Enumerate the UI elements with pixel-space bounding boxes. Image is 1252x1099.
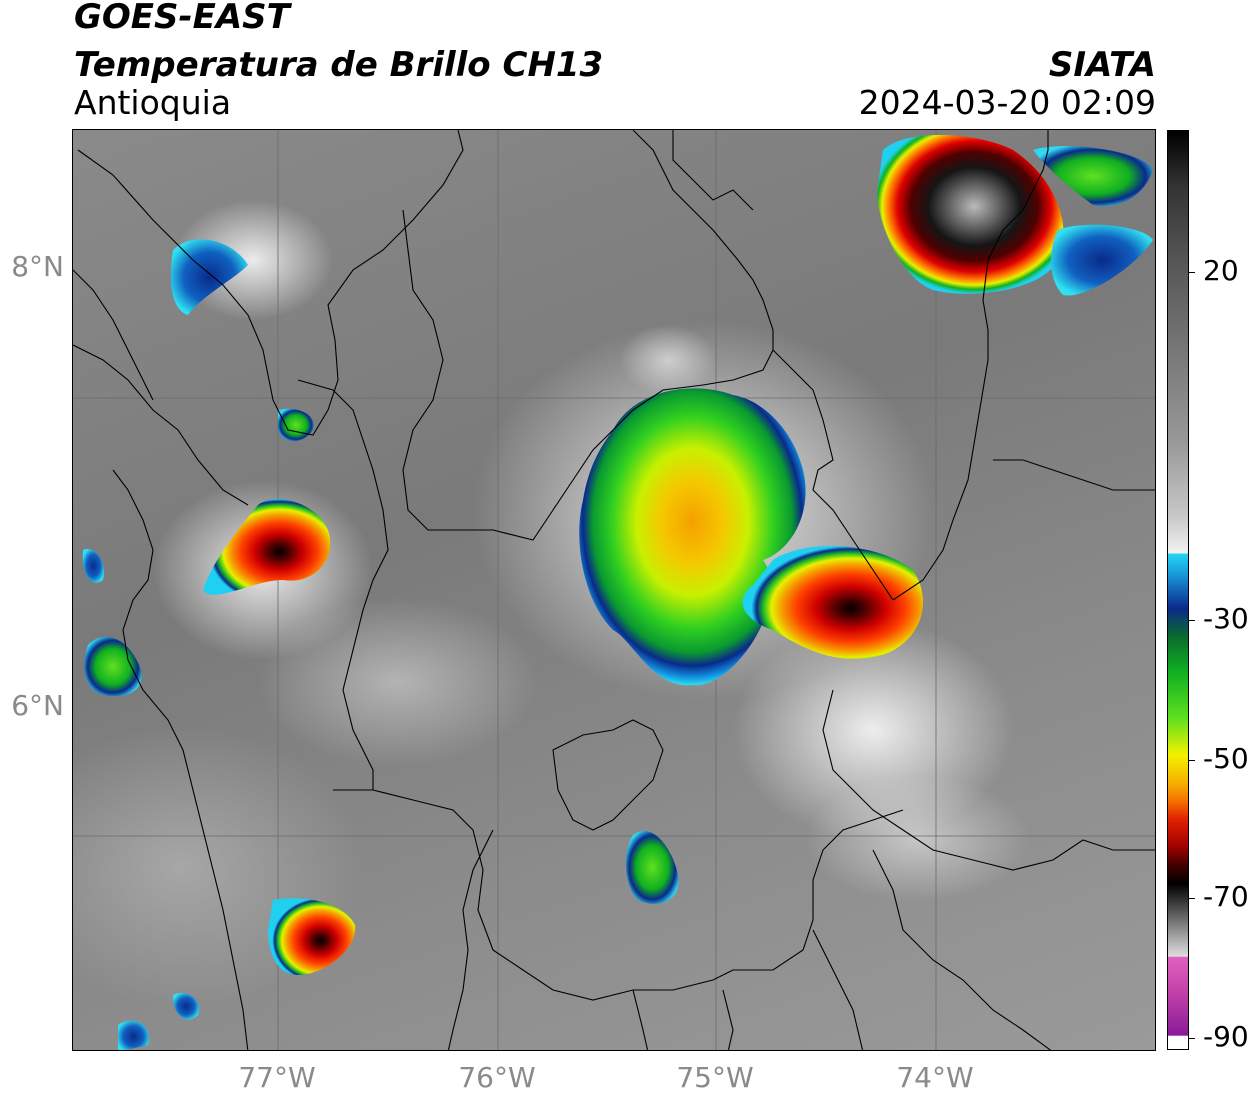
colorbar-tick bbox=[1188, 620, 1195, 621]
south-fringe-cell[interactable] bbox=[118, 1020, 149, 1051]
timestamp-label: 2024-03-20 02:09 bbox=[858, 83, 1156, 122]
lon-label-75w: 75°W bbox=[676, 1061, 754, 1094]
far-northeast-cell[interactable] bbox=[1033, 146, 1153, 207]
colorbar-label-20: 20 bbox=[1203, 254, 1239, 287]
colorbar-tick bbox=[1188, 760, 1195, 761]
satellite-title: GOES-EAST bbox=[74, 0, 290, 37]
lon-label-77w: 77°W bbox=[238, 1061, 316, 1094]
south-storm-cell[interactable] bbox=[626, 830, 679, 904]
colorbar-label-minus30: -30 bbox=[1203, 602, 1249, 635]
southwest-storm-cell[interactable] bbox=[268, 898, 356, 975]
organization-label: SIATA bbox=[1048, 45, 1156, 85]
cloud-halo bbox=[733, 620, 1013, 840]
borders bbox=[73, 130, 1155, 1050]
colorbar-label-minus70: -70 bbox=[1203, 880, 1249, 913]
map-overlay bbox=[73, 130, 1155, 1051]
region-label: Antioquia bbox=[74, 83, 232, 122]
temperature-colorbar bbox=[1167, 130, 1189, 1050]
colorbar-label-minus90: -90 bbox=[1203, 1020, 1249, 1053]
product-title: Temperatura de Brillo CH13 bbox=[74, 45, 604, 85]
northeast-storm-cell[interactable] bbox=[877, 135, 1064, 294]
lon-label-76w: 76°W bbox=[458, 1061, 536, 1094]
west-storm-cell[interactable] bbox=[203, 499, 331, 595]
lat-label-8n: 8°N bbox=[11, 250, 64, 283]
south-fringe-cell[interactable] bbox=[173, 992, 199, 1020]
colorbar-tick bbox=[1188, 1038, 1195, 1039]
lat-label-6n: 6°N bbox=[11, 689, 64, 722]
lon-label-74w: 74°W bbox=[896, 1061, 974, 1094]
coastal-fringe-cell[interactable] bbox=[82, 549, 104, 583]
coastal-storm-cell[interactable] bbox=[84, 637, 142, 697]
northwest-storm-cell[interactable] bbox=[170, 239, 248, 315]
east-storm-cell[interactable] bbox=[742, 546, 923, 659]
colorbar-label-minus50: -50 bbox=[1203, 742, 1249, 775]
northeast-fringe-cell[interactable] bbox=[1051, 224, 1153, 296]
colorbar-tick bbox=[1188, 272, 1195, 273]
small-storm-cell[interactable] bbox=[278, 408, 314, 442]
satellite-map[interactable] bbox=[72, 129, 1156, 1051]
colorbar-tick bbox=[1188, 898, 1195, 899]
